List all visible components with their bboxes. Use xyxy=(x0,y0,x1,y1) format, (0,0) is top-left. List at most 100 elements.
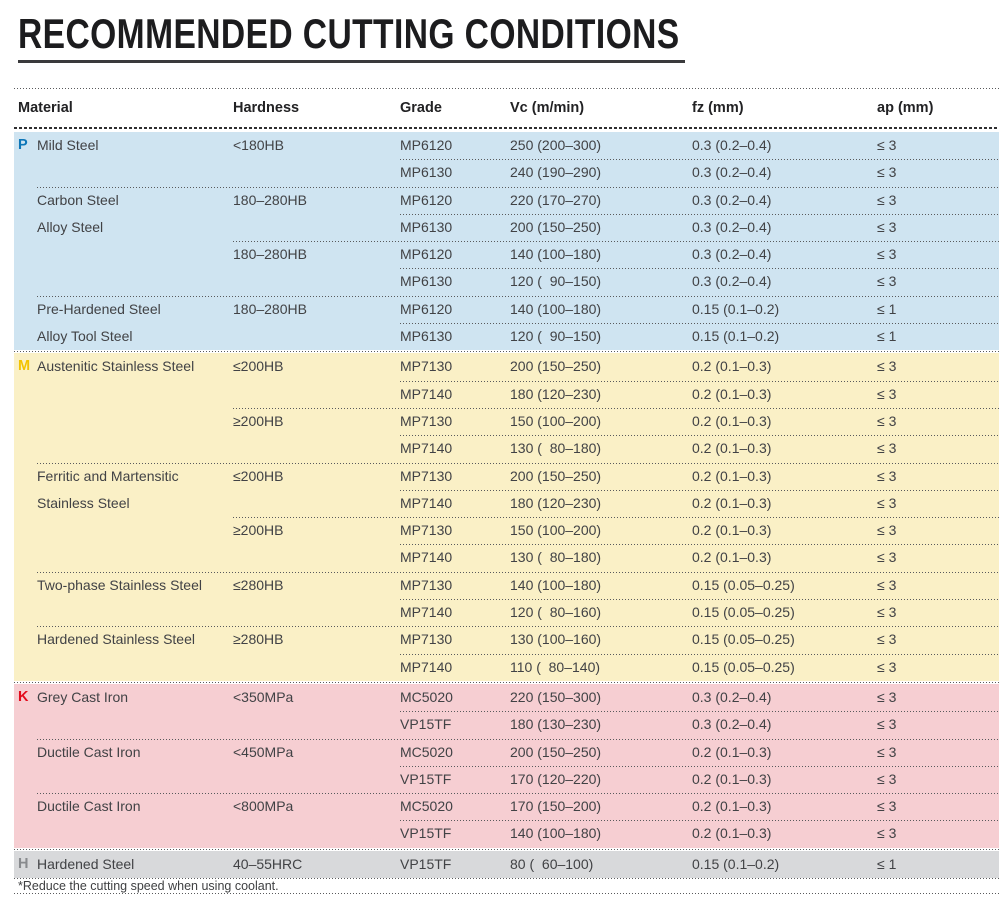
cell-grade: MP7140 xyxy=(400,385,453,402)
table-row: Hardened Stainless Steel ≥280HB MP7130 130 … xyxy=(14,626,999,653)
row-separator xyxy=(400,820,999,822)
cell-vc: 80 ( 60–100) xyxy=(510,855,594,872)
table-row: Carbon Steel 180–280HB MP6120 220 (170–270)… xyxy=(14,186,999,214)
cell-vc: 200 (150–250) xyxy=(510,358,602,375)
table-row: MP7140 180 (120–230) 0.2 (0.1–0.3) ≤ 3 xyxy=(14,380,999,408)
cell-vc: 200 (150–250) xyxy=(510,467,602,484)
cell-fz: 0.3 (0.2–0.4) xyxy=(692,688,772,705)
cell-fz: 0.3 (0.2–0.4) xyxy=(692,137,772,153)
cell-vc: 130 ( 80–180) xyxy=(510,440,602,457)
row-separator xyxy=(400,599,999,601)
table-row: VP15TF 180 (130–230) 0.3 (0.2–0.4) ≤ 3 xyxy=(14,711,999,738)
iso-marker: K xyxy=(18,688,29,705)
cell-grade: MP7130 xyxy=(400,631,453,648)
cell-fz: 0.2 (0.1–0.3) xyxy=(692,494,772,511)
cell-hardness: 180–280HB xyxy=(233,246,307,263)
cell-vc: 220 (150–300) xyxy=(510,688,602,705)
cell-ap: ≤ 3 xyxy=(877,467,897,484)
row-separator xyxy=(37,186,999,188)
cell-vc: 170 (150–200) xyxy=(510,798,602,815)
cell-fz: 0.15 (0.05–0.25) xyxy=(692,576,795,593)
footnote: *Reduce the cutting speed when using coo… xyxy=(18,879,279,893)
cell-fz: 0.3 (0.2–0.4) xyxy=(692,218,772,235)
cell-hardness: <450MPa xyxy=(233,743,294,760)
cell-grade: MP7140 xyxy=(400,440,453,457)
cell-vc: 150 (100–200) xyxy=(510,522,602,539)
column-header-ap: ap (mm) xyxy=(877,100,934,116)
row-separator xyxy=(400,653,999,655)
table-row: 180–280HB MP6120 140 (100–180) 0.3 (0.2–0.4… xyxy=(14,241,999,268)
cell-vc: 120 ( 90–150) xyxy=(510,273,602,290)
cell-vc: 200 (150–250) xyxy=(510,218,602,235)
table-row: MP7140 110 ( 80–140) 0.15 (0.05–0.25) ≤ 3 xyxy=(14,653,999,681)
cell-ap: ≤ 3 xyxy=(877,494,897,511)
iso-marker: P xyxy=(18,137,28,153)
cell-hardness: ≥200HB xyxy=(233,522,284,539)
cell-material: Ferritic and Martensitic xyxy=(37,467,179,484)
section-divider xyxy=(14,680,999,684)
title-underline xyxy=(18,60,685,63)
cell-grade: MP6130 xyxy=(400,218,453,235)
table-row: ≥200HB MP7130 150 (100–200) 0.2 (0.1–0.3) ≤ … xyxy=(14,407,999,435)
cell-fz: 0.2 (0.1–0.3) xyxy=(692,743,772,760)
row-separator xyxy=(400,213,999,215)
cell-material: Ductile Cast Iron xyxy=(37,743,141,760)
row-separator xyxy=(400,323,999,325)
cell-grade: MP6120 xyxy=(400,191,453,208)
iso-marker: M xyxy=(18,358,31,375)
table-row: MP7140 120 ( 80–160) 0.15 (0.05–0.25) ≤ 3 xyxy=(14,599,999,626)
row-separator xyxy=(400,435,999,437)
cell-fz: 0.2 (0.1–0.3) xyxy=(692,798,772,815)
cell-ap: ≤ 3 xyxy=(877,164,897,181)
row-separator xyxy=(400,711,999,713)
cell-grade: MC5020 xyxy=(400,798,453,815)
cell-vc: 140 (100–180) xyxy=(510,576,602,593)
row-separator xyxy=(233,517,999,519)
cell-fz: 0.2 (0.1–0.3) xyxy=(692,412,772,429)
cell-ap: ≤ 3 xyxy=(877,385,897,402)
cell-fz: 0.15 (0.05–0.25) xyxy=(692,658,795,675)
cell-material: Two-phase Stainless Steel xyxy=(37,576,202,593)
table-bottom-rule xyxy=(14,878,999,879)
row-separator xyxy=(37,295,999,297)
cell-material: Carbon Steel xyxy=(37,191,119,208)
cell-fz: 0.3 (0.2–0.4) xyxy=(692,164,772,181)
cell-fz: 0.3 (0.2–0.4) xyxy=(692,246,772,263)
cell-grade: VP15TF xyxy=(400,825,452,842)
cell-ap: ≤ 1 xyxy=(877,855,897,872)
cell-fz: 0.15 (0.1–0.2) xyxy=(692,328,780,345)
cell-hardness: <350MPa xyxy=(233,688,294,705)
cell-grade: MP7130 xyxy=(400,522,453,539)
cell-grade: VP15TF xyxy=(400,770,452,787)
cell-vc: 120 ( 80–160) xyxy=(510,604,602,621)
page-bottom-rule xyxy=(14,893,999,894)
row-separator xyxy=(37,738,999,740)
cell-grade: MP7130 xyxy=(400,412,453,429)
table-body: P Mild Steel <180HB MP6120 250 (200–300) 0.3 … xyxy=(14,132,999,879)
cell-fz: 0.15 (0.05–0.25) xyxy=(692,631,795,648)
cell-ap: ≤ 3 xyxy=(877,688,897,705)
cell-material: Alloy Tool Steel xyxy=(37,328,133,345)
table-row: Alloy Steel MP6130 200 (150–250) 0.3 (0.2–0… xyxy=(14,213,999,241)
table-header-row: Material Hardness Grade Vc (m/min) fz (m… xyxy=(14,89,999,127)
cell-fz: 0.15 (0.05–0.25) xyxy=(692,604,795,621)
cell-grade: VP15TF xyxy=(400,855,452,872)
cell-ap: ≤ 3 xyxy=(877,658,897,675)
cell-fz: 0.15 (0.1–0.2) xyxy=(692,855,780,872)
cell-vc: 110 ( 80–140) xyxy=(510,658,601,675)
cell-fz: 0.2 (0.1–0.3) xyxy=(692,358,772,375)
page-title: RECOMMENDED CUTTING CONDITIONS xyxy=(18,10,680,57)
cell-grade: MC5020 xyxy=(400,743,453,760)
cell-grade: MP6120 xyxy=(400,300,453,317)
cell-grade: MP6120 xyxy=(400,137,453,153)
cell-ap: ≤ 3 xyxy=(877,549,897,566)
cell-hardness: ≤280HB xyxy=(233,576,284,593)
cell-ap: ≤ 3 xyxy=(877,576,897,593)
cell-ap: ≤ 3 xyxy=(877,218,897,235)
cell-grade: MP7140 xyxy=(400,549,453,566)
row-separator xyxy=(233,407,999,409)
table-row: Ductile Cast Iron <450MPa MC5020 200 (150–2… xyxy=(14,738,999,766)
table-row: M Austenitic Stainless Steel ≤200HB MP7130 2… xyxy=(14,353,999,380)
column-header-grade: Grade xyxy=(400,100,442,116)
